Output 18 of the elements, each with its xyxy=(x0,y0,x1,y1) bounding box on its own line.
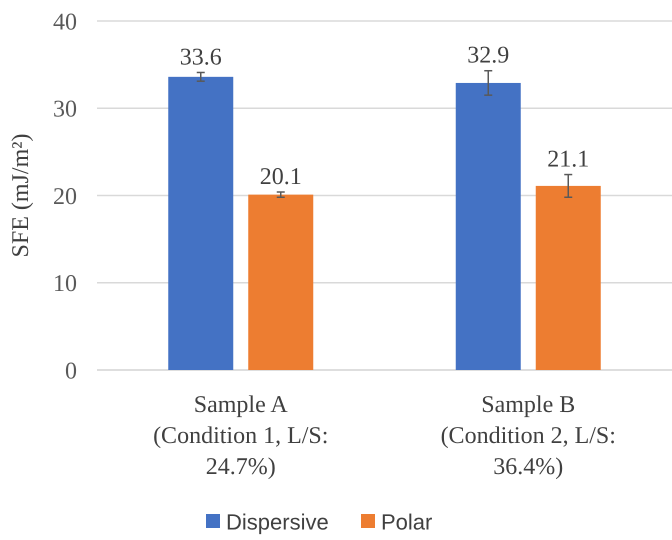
bar xyxy=(248,194,314,370)
bar xyxy=(456,82,521,370)
y-tick-label: 40 xyxy=(53,9,77,36)
y-axis-title: SFE (mJ/m²) xyxy=(8,134,34,258)
y-tick-label: 0 xyxy=(65,358,77,384)
x-tick-label: Sample A (Condition 1, L/S: 24.7%) xyxy=(153,392,328,480)
legend-label: Dispersive xyxy=(226,510,329,535)
y-tick-label: 10 xyxy=(53,271,77,298)
data-label: 33.6 xyxy=(180,44,222,70)
y-tick-label: 20 xyxy=(53,184,77,210)
data-label: 21.1 xyxy=(547,146,590,173)
data-label: 32.9 xyxy=(467,42,510,69)
y-tick-label: 30 xyxy=(53,96,77,123)
bar xyxy=(536,186,601,370)
x-tick-label: Sample B (Condition 2, L/S: 36.4%) xyxy=(440,392,616,480)
legend-label: Polar xyxy=(381,510,432,535)
bar xyxy=(168,76,234,370)
data-label: 20.1 xyxy=(260,164,302,190)
